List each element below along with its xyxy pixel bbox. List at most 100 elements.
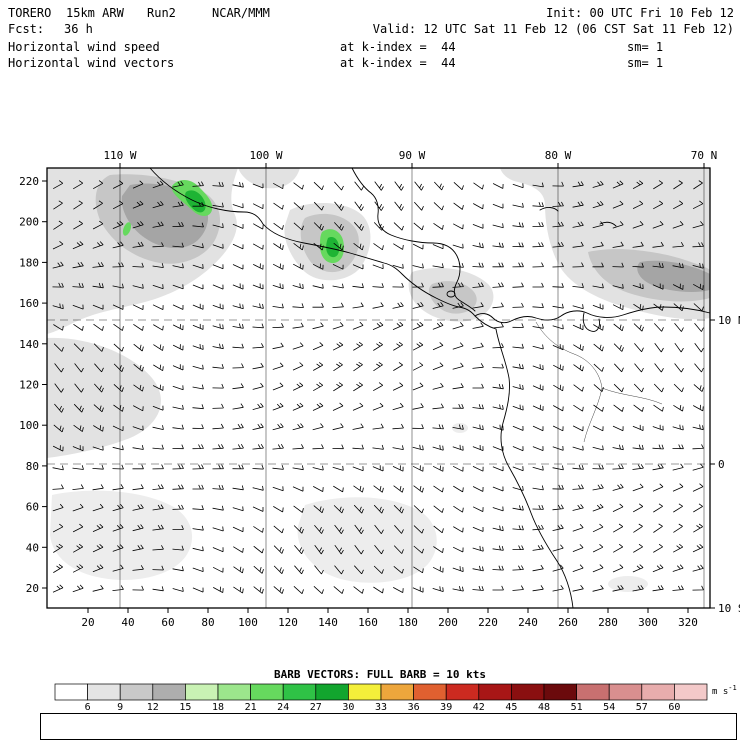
- model-resolution: 15km ARW: [66, 6, 124, 20]
- svg-text:60: 60: [668, 702, 680, 713]
- island: [539, 207, 559, 212]
- svg-text:54: 54: [603, 702, 615, 713]
- svg-text:200: 200: [19, 216, 39, 229]
- model-name: TORERO: [8, 6, 52, 20]
- model-run: Run2: [147, 6, 176, 20]
- svg-text:160: 160: [358, 616, 378, 629]
- svg-text:90 W: 90 W: [399, 149, 426, 162]
- lake-nicaragua: [446, 290, 456, 298]
- shaded-region: [50, 490, 193, 580]
- interior-border: [535, 321, 575, 355]
- svg-text:24: 24: [277, 702, 289, 713]
- coastline: [474, 306, 711, 324]
- field1-level: at k-index = 44: [340, 40, 456, 54]
- svg-text:48: 48: [538, 702, 550, 713]
- svg-text:100: 100: [238, 616, 258, 629]
- svg-text:140: 140: [19, 338, 39, 351]
- wind-barbs: [52, 180, 704, 594]
- svg-text:120: 120: [19, 379, 39, 392]
- svg-text:80: 80: [201, 616, 214, 629]
- graticule-lines: [47, 168, 710, 608]
- svg-text:100: 100: [19, 419, 39, 432]
- svg-text:20: 20: [81, 616, 94, 629]
- interior-border: [573, 353, 603, 389]
- svg-text:120: 120: [278, 616, 298, 629]
- model-info-box: Model Info: V3.3.1 KF YSU PBL WDM 6class…: [40, 713, 737, 740]
- model-info-line1: Model Info: V3.3.1 KF YSU PBL WDM 6class…: [41, 739, 736, 740]
- svg-text:40: 40: [121, 616, 134, 629]
- svg-text:160: 160: [19, 297, 39, 310]
- svg-text:60: 60: [161, 616, 174, 629]
- field1-name: Horizontal wind speed: [8, 40, 160, 54]
- coastline: [351, 167, 476, 312]
- svg-text:80: 80: [26, 460, 39, 473]
- svg-text:33: 33: [375, 702, 387, 713]
- interior-border: [583, 387, 603, 443]
- svg-text:36: 36: [408, 702, 420, 713]
- model-org: NCAR/MMM: [212, 6, 270, 20]
- svg-text:100 W: 100 W: [249, 149, 282, 162]
- field2-level: at k-index = 44: [340, 56, 456, 70]
- svg-text:40: 40: [26, 541, 39, 554]
- field2-name: Horizontal wind vectors: [8, 56, 175, 70]
- lake-maracaibo: [582, 312, 600, 332]
- shaded-region: [47, 337, 161, 458]
- shaded-region: [428, 281, 477, 314]
- svg-text:20: 20: [26, 582, 39, 595]
- svg-text:12: 12: [147, 702, 159, 713]
- field1-smooth: sm= 1: [627, 40, 664, 54]
- svg-text:140: 140: [318, 616, 338, 629]
- colorbar: 6 9 12 15 18 21 24 27 30 33 36 39 42 45 48 51 54 57 60: [54, 683, 708, 713]
- map-frame: [46, 167, 711, 609]
- shaded-region-green: [326, 236, 340, 258]
- svg-text:220: 220: [478, 616, 498, 629]
- svg-text:6: 6: [85, 702, 91, 713]
- shaded-region-green: [122, 222, 132, 236]
- shaded-region: [297, 497, 437, 583]
- svg-text:57: 57: [636, 702, 648, 713]
- svg-text:180: 180: [19, 256, 39, 269]
- fcst-label: Fcst:: [8, 22, 45, 36]
- svg-text:9: 9: [117, 702, 123, 713]
- svg-text:18: 18: [212, 702, 224, 713]
- svg-text:70 N: 70 N: [691, 149, 718, 162]
- svg-text:42: 42: [473, 702, 485, 713]
- svg-text:0: 0: [718, 458, 725, 471]
- svg-text:60: 60: [26, 501, 39, 514]
- coastlines: [149, 167, 711, 609]
- svg-text:51: 51: [571, 702, 583, 713]
- colorbar-units: m s-1: [712, 684, 737, 697]
- svg-text:39: 39: [440, 702, 452, 713]
- interior-border: [601, 387, 663, 405]
- valid-time: Valid: 12 UTC Sat 11 Feb 12 (06 CST Sat …: [372, 22, 734, 36]
- units-superscript: -1: [728, 684, 736, 692]
- field2-smooth: sm= 1: [627, 56, 664, 70]
- svg-text:80 W: 80 W: [545, 149, 572, 162]
- shaded-region: [637, 260, 710, 292]
- axis-labels: 110 W 100 W 90 W 80 W 70 N 10 N 0 10 S 220 200 180…: [19, 149, 740, 629]
- svg-text:10 N: 10 N: [718, 314, 740, 327]
- svg-text:180: 180: [398, 616, 418, 629]
- svg-text:45: 45: [505, 702, 517, 713]
- barb-legend: BARB VECTORS: FULL BARB = 10 kts: [274, 668, 486, 681]
- svg-text:200: 200: [438, 616, 458, 629]
- svg-text:320: 320: [678, 616, 698, 629]
- coastline: [149, 167, 497, 330]
- svg-text:15: 15: [179, 702, 191, 713]
- svg-text:240: 240: [518, 616, 538, 629]
- svg-text:21: 21: [245, 702, 257, 713]
- svg-text:27: 27: [310, 702, 322, 713]
- svg-text:10 S: 10 S: [718, 602, 740, 615]
- svg-text:110 W: 110 W: [103, 149, 136, 162]
- shaded-region: [608, 576, 648, 592]
- shading-layer: [47, 168, 710, 592]
- svg-text:30: 30: [342, 702, 354, 713]
- svg-text:280: 280: [598, 616, 618, 629]
- fcst-value: 36 h: [64, 22, 93, 36]
- units-base: m s: [712, 687, 728, 697]
- shaded-region: [238, 168, 300, 189]
- svg-text:300: 300: [638, 616, 658, 629]
- svg-text:220: 220: [19, 175, 39, 188]
